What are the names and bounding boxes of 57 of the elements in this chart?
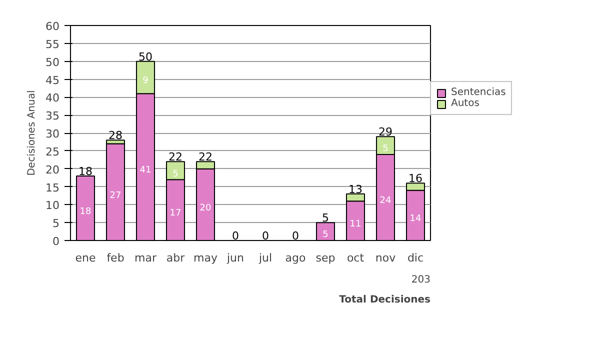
total-label: 22 — [168, 150, 182, 164]
total-label: 28 — [108, 129, 122, 142]
y-tick-label: 40 — [46, 92, 60, 105]
data-label: 14 — [410, 214, 422, 224]
data-label: 5 — [322, 230, 328, 240]
data-label: 24 — [380, 196, 392, 206]
bar — [316, 222, 335, 240]
x-tick-label: abr — [166, 252, 186, 264]
x-tick-label: dic — [407, 252, 424, 264]
data-label: 27 — [110, 190, 122, 201]
x-tick-label: may — [194, 252, 218, 264]
x-tick-label: nov — [375, 252, 396, 264]
total-label: 0 — [262, 230, 269, 242]
y-tick-label: 10 — [46, 199, 60, 212]
y-tick-label: 25 — [46, 145, 60, 158]
data-label: 18 — [80, 206, 92, 217]
text: 203 — [411, 274, 431, 286]
y-tick-label: 35 — [46, 110, 60, 123]
x-tick-label: jun — [226, 252, 244, 264]
data-label: 9 — [142, 76, 149, 86]
x-tick-label: feb — [106, 252, 124, 264]
y-tick-label: 20 — [46, 163, 60, 176]
y-tick-label: 30 — [46, 128, 60, 140]
bar — [76, 176, 95, 240]
data-label: 17 — [170, 208, 182, 219]
total-label: 29 — [378, 126, 392, 139]
bar — [106, 143, 125, 240]
y-tick-label: 50 — [46, 56, 60, 69]
x-tick-label: ago — [285, 252, 306, 264]
data-label: 20 — [200, 203, 212, 214]
total-label: 0 — [292, 230, 299, 242]
y-tick-label: 15 — [46, 181, 60, 194]
x-tick-label: sep — [316, 252, 336, 264]
total-label: 18 — [78, 165, 92, 178]
text: Total Decisiones — [339, 294, 431, 306]
legend-label: Sentencias — [451, 87, 506, 98]
x-tick-label: oct — [346, 252, 365, 264]
y-tick-label: 60 — [46, 20, 60, 33]
data-label: 11 — [350, 219, 362, 230]
total-label: 22 — [198, 150, 212, 164]
total-label: 16 — [408, 172, 422, 186]
x-tick-label: jul — [258, 252, 272, 264]
data-label: 5 — [172, 169, 178, 180]
legend-label: Autos — [451, 98, 480, 109]
total-label: 0 — [232, 230, 239, 242]
data-label: 41 — [140, 166, 152, 176]
y-axis-title: Decisiones Anual — [26, 90, 38, 176]
total-label: 5 — [322, 212, 329, 225]
data-label: 5 — [382, 144, 388, 154]
y-tick-label: 0 — [52, 235, 60, 248]
total-label: 13 — [348, 182, 362, 196]
y-tick-label: 55 — [46, 38, 60, 51]
y-tick-label: 45 — [46, 74, 60, 87]
y-tick-label: 5 — [52, 217, 60, 230]
x-tick-label: mar — [134, 252, 157, 264]
x-tick-label: ene — [75, 252, 96, 264]
total-label: 50 — [138, 50, 152, 64]
